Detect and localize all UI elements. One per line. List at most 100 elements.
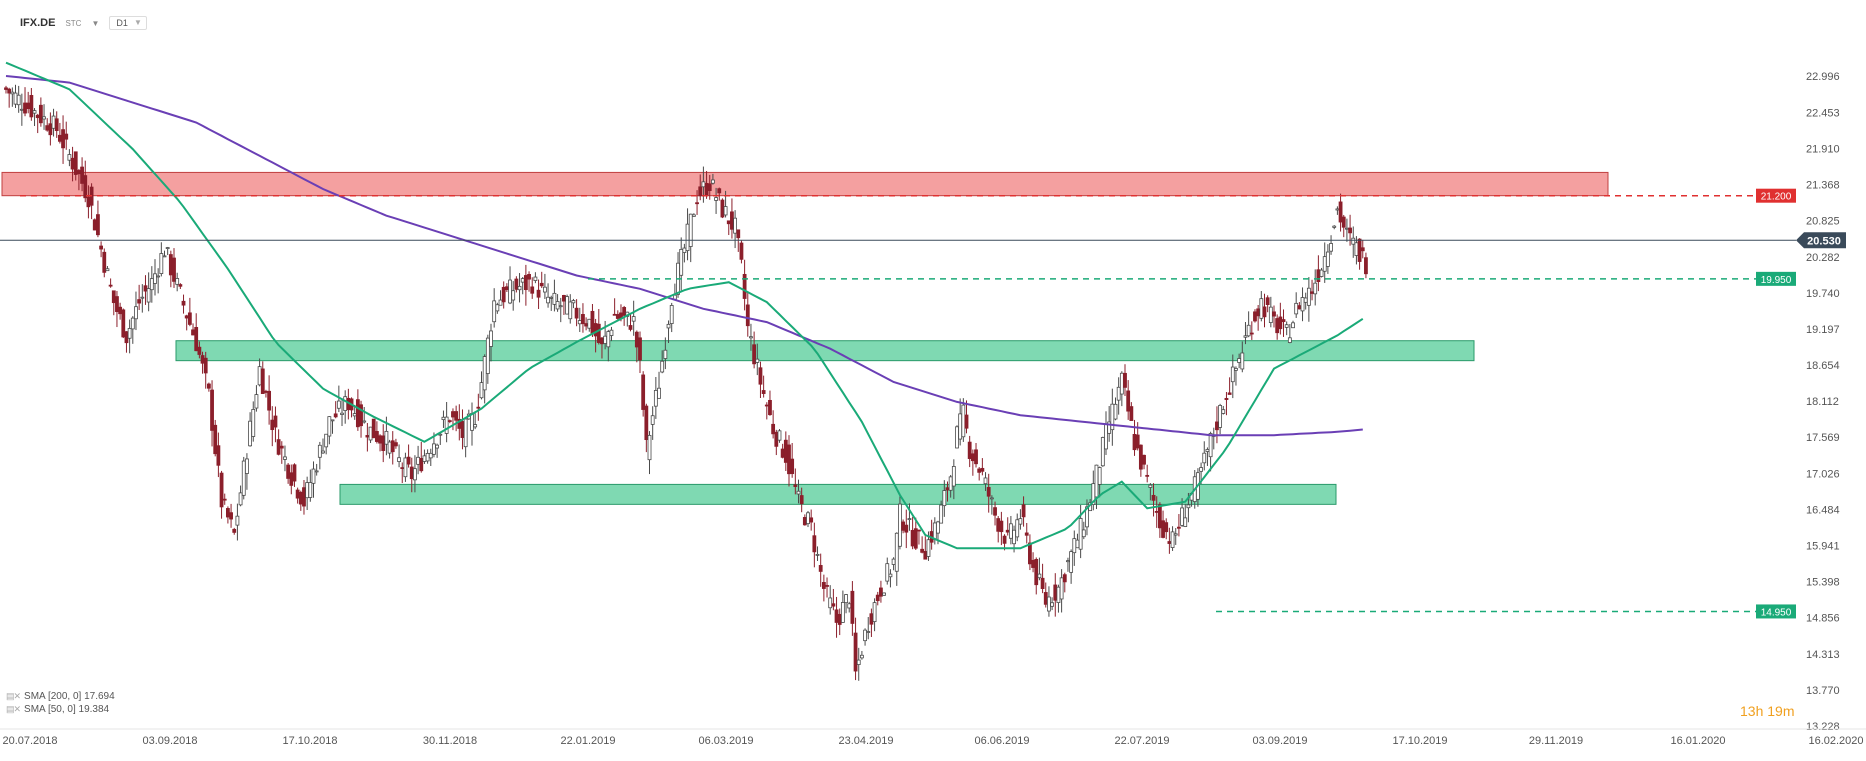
candle-body (61, 129, 65, 149)
settings-icon[interactable]: ▤✕ (6, 691, 21, 701)
candle-body (856, 659, 861, 665)
candle-body (197, 346, 202, 355)
candle-body (1243, 335, 1248, 338)
candle-body (1161, 520, 1165, 538)
candle-body (1291, 322, 1295, 329)
settings-icon[interactable]: ▤✕ (6, 704, 21, 714)
candle-body (704, 182, 709, 196)
stc-label[interactable]: STC (65, 18, 82, 28)
y-tick-label: 20.282 (1806, 252, 1840, 264)
candle-body (422, 455, 427, 462)
candle-body (996, 518, 1001, 532)
candle-body (26, 102, 31, 110)
candle-body (1183, 517, 1188, 527)
x-tick-label: 17.10.2018 (282, 735, 337, 747)
candle-body (283, 456, 287, 460)
candle-body (327, 416, 332, 437)
candle-body (1227, 392, 1232, 395)
candle-body (479, 382, 484, 399)
candle-body (257, 366, 262, 386)
candle-body (1348, 227, 1352, 234)
x-tick-label: 03.09.2019 (1252, 735, 1307, 747)
candle-body (1094, 464, 1099, 498)
candle-body (549, 296, 554, 299)
candle-body (1215, 421, 1219, 431)
zone-resistance (1, 171, 1609, 197)
current-price-badge (1796, 232, 1846, 249)
candle-body (571, 300, 576, 304)
candle-body (885, 563, 890, 582)
candle-body (825, 585, 829, 587)
countdown-m-unit: m (1782, 703, 1795, 719)
candle-body (517, 285, 522, 291)
stc-dropdown-icon[interactable]: ▼ (91, 18, 100, 28)
level-label-21.200: 21.200 (1761, 192, 1792, 203)
candle-body (514, 278, 519, 290)
candle-body (80, 166, 84, 184)
symbol-label[interactable]: IFX.DE (20, 17, 56, 29)
candle-body (425, 452, 430, 462)
candle-body (1259, 298, 1264, 319)
candle-body (999, 520, 1004, 533)
candle-body (45, 125, 50, 131)
candle-body (603, 335, 608, 344)
x-tick-label: 30.11.2018 (423, 735, 477, 747)
candle-body (1364, 257, 1368, 275)
candle-body (733, 217, 737, 234)
candle-body (749, 336, 753, 339)
y-tick-label: 15.941 (1806, 541, 1840, 553)
candle-body (562, 295, 566, 302)
candle-body (1069, 551, 1074, 573)
candle-body (653, 390, 658, 407)
legend-item-sma50[interactable]: ▤✕ SMA [50, 0] 19.384 (6, 703, 115, 716)
candle-body (241, 460, 246, 496)
candle-body (726, 220, 731, 225)
candle-body (270, 419, 275, 431)
candle-body (1059, 577, 1064, 600)
candle-body (647, 434, 652, 461)
candle-body (983, 477, 988, 485)
candle-body (336, 400, 341, 409)
candle-body (317, 444, 322, 458)
candle-body (178, 284, 183, 287)
candle-body (888, 573, 893, 578)
legend-item-sma200[interactable]: ▤✕ SMA [200, 0] 17.694 (6, 690, 115, 703)
candle-body (1329, 243, 1333, 252)
candle-body (232, 528, 237, 533)
candle-body (229, 512, 233, 520)
candle-body (248, 420, 252, 447)
candle-body (974, 449, 978, 465)
candle-body (1031, 559, 1035, 568)
candle-body (124, 331, 129, 344)
candle-body (181, 300, 186, 306)
candle-body (723, 206, 728, 216)
candle-body (1234, 368, 1238, 371)
candle-body (1316, 269, 1321, 283)
candle-body (435, 444, 440, 449)
candle-body (276, 439, 281, 455)
candle-body (593, 323, 598, 337)
timeframe-select[interactable]: D1 ▼ (109, 16, 147, 30)
candle-body (641, 374, 646, 410)
candle-body (162, 255, 167, 258)
candle-body (650, 415, 655, 425)
candle-body (1287, 337, 1292, 343)
candle-body (799, 495, 804, 505)
level-label-14.950: 14.950 (1761, 607, 1792, 618)
candle-body (682, 247, 687, 253)
candle-body (1275, 318, 1280, 334)
candle-body (615, 314, 620, 319)
y-tick-label: 13.228 (1806, 721, 1840, 733)
candle-body (951, 466, 956, 487)
candle-body (134, 306, 138, 320)
x-tick-label: 03.09.2018 (142, 735, 197, 747)
candle-body (210, 389, 214, 431)
candle-body (730, 211, 734, 230)
y-tick-label: 17.026 (1806, 468, 1840, 480)
candle-body (796, 490, 801, 495)
candle-body (698, 186, 703, 197)
candle-body (1021, 504, 1026, 518)
candle-body (273, 415, 278, 428)
